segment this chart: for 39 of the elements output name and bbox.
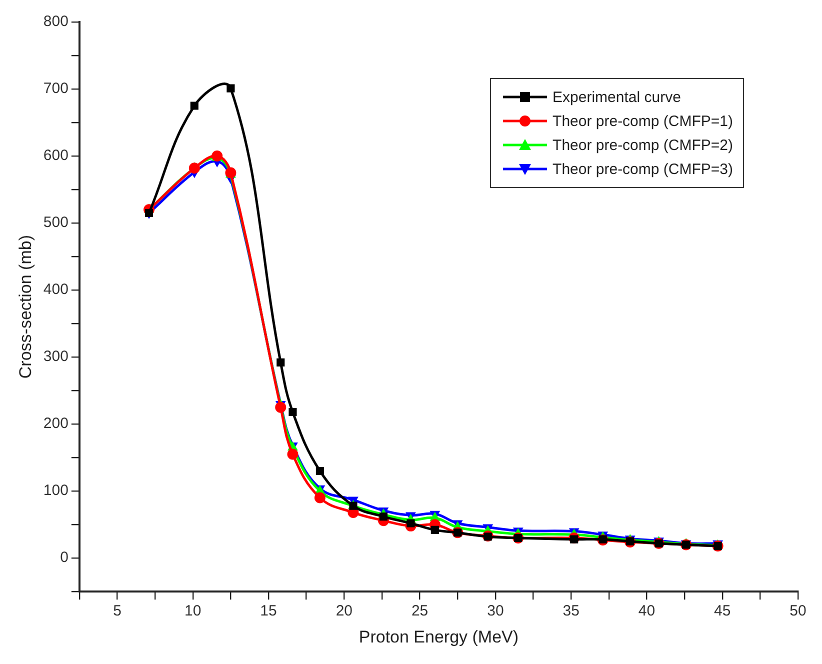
x-tick-label: 15 [260, 602, 277, 620]
y-tick-label: 400 [43, 281, 68, 298]
legend-label: Theor pre-comp (CMFP=1) [552, 112, 733, 130]
y-tick-label: 800 [43, 13, 68, 30]
x-tick-label: 5 [113, 602, 122, 620]
y-tick-label: 200 [43, 415, 68, 432]
y-axis-title: Cross-section (mb) [16, 235, 35, 379]
point [275, 402, 286, 413]
x-tick-label: 20 [336, 602, 353, 620]
y-tick-label: 300 [43, 348, 68, 366]
point [276, 358, 285, 366]
y-tick-label: 600 [43, 147, 68, 164]
x-tick-label: 30 [487, 602, 504, 620]
legend-label: Theor pre-comp (CMFP=3) [552, 160, 733, 178]
x-tick-label: 35 [562, 602, 580, 620]
point [379, 512, 388, 521]
x-axis-title: Proton Energy (MeV) [358, 627, 519, 646]
point [287, 448, 298, 460]
point [406, 519, 415, 528]
point [190, 102, 198, 110]
point [570, 535, 578, 544]
point [188, 162, 200, 174]
y-tick-label: 0 [60, 549, 68, 566]
x-tick-label: 40 [638, 602, 656, 620]
point [484, 532, 492, 541]
x-tick-label: 10 [184, 602, 202, 620]
y-tick-label: 500 [43, 214, 68, 232]
x-tick-label: 45 [714, 602, 731, 620]
point [288, 408, 297, 416]
point [226, 84, 235, 92]
point [316, 466, 324, 476]
legend-label: Theor pre-comp (CMFP=2) [552, 136, 733, 154]
y-tick-label: 100 [43, 482, 68, 500]
point [314, 492, 326, 504]
x-tick-label: 50 [790, 602, 806, 620]
point [430, 526, 439, 534]
y-tick-label: 700 [43, 80, 68, 98]
legend-label: Experimental curve [552, 88, 681, 106]
x-tick-label: 25 [411, 602, 428, 620]
